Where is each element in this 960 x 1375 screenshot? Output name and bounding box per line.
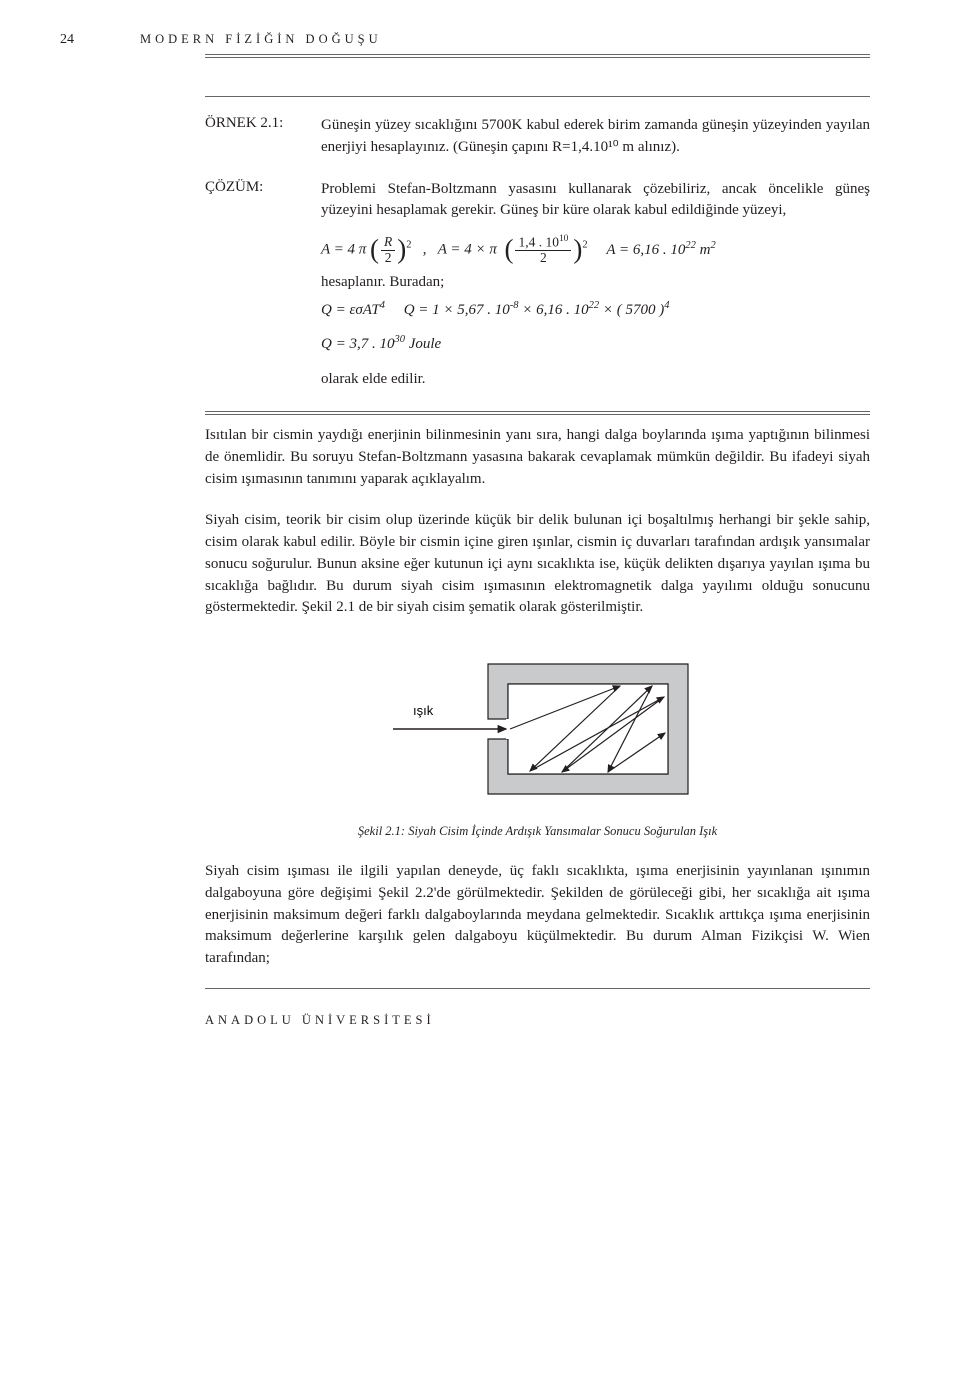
ar1: A = 6,16 . 10 [606,242,685,258]
math-A2: A = 4 × π [438,242,497,258]
frac-num: R [381,235,395,251]
solution-row: ÇÖZÜM: Problemi Stefan-Boltzmann yasasın… [205,179,870,392]
isik-label: ışık [413,703,434,718]
page: 24 MODERN FİZİĞİN DOĞUŞU ÖRNEK 2.1: Güne… [0,0,960,1375]
math-line-3: Q = 3,7 . 1030 Joule [321,332,870,356]
qv1: Q = 1 × 5,67 . 10 [404,302,510,318]
header-rule [205,54,870,58]
qe1: Q = εσAT [321,302,380,318]
Qfinal: Q = 3,7 . 1030 Joule [321,336,441,352]
frac-R2: R2 [381,235,395,266]
figure-2-1: ışık [205,639,870,814]
example-label: ÖRNEK 2.1: [205,115,297,159]
footer: ANADOLU ÜNİVERSİTESİ [205,1013,870,1028]
qv2: -8 [510,300,519,311]
paragraph-3: Siyah cisim ışıması ile ilgili yapılan d… [205,861,870,970]
qf2: 30 [394,334,405,345]
math-line-1: A = 4 π (R2)2 , A = 4 × π (1,4 . 10102)2… [321,234,870,266]
math-A1: A = 4 π [321,242,366,258]
comma: , [423,242,427,258]
Qval: Q = 1 × 5,67 . 10-8 × 6,16 . 1022 × ( 57… [404,302,670,318]
running-head: MODERN FİZİĞİN DOĞUŞU [140,32,382,47]
content: ÖRNEK 2.1: Güneşin yüzey sıcaklığını 570… [205,96,870,970]
ar2: 22 [685,240,696,251]
frac-14: 1,4 . 10102 [515,234,571,266]
qv5: × ( 5700 ) [599,302,664,318]
after-calc: hesaplanır. Buradan; [321,272,870,294]
solution-intro: Problemi Stefan-Boltzmann yasasını kulla… [321,179,870,223]
math-line-2: Q = εσAT4 Q = 1 × 5,67 . 10-8 × 6,16 . 1… [321,298,870,322]
rparen-icon: ) [397,239,406,261]
example-text: Güneşin yüzey sıcaklığını 5700K kabul ed… [321,115,870,159]
rule-bottom [205,411,870,415]
qv4: 22 [589,300,600,311]
footer-rule [205,988,870,989]
math-A-result: A = 6,16 . 1022 m2 [606,242,715,258]
ar3: m [696,242,711,258]
ar4: 2 [710,240,715,251]
rule-top [205,96,870,97]
rparen2-icon: ) [573,239,582,261]
qf1: Q = 3,7 . 10 [321,336,394,352]
qv3: × 6,16 . 10 [519,302,589,318]
header-row: 24 MODERN FİZİĞİN DOĞUŞU [60,32,870,48]
final-line: olarak elde edilir. [321,369,870,391]
Qeq: Q = εσAT4 [321,302,385,318]
frac2-num: 1,4 . 1010 [515,234,571,251]
frac2-den: 2 [515,251,571,266]
blackbody-diagram-icon: ışık [358,639,718,809]
solution-body: Problemi Stefan-Boltzmann yasasını kulla… [321,179,870,392]
frac2-num-t: 1,4 . 10 [518,235,559,250]
paragraph-1: Isıtılan bir cismin yaydığı enerjinin bi… [205,425,870,490]
lparen-icon: ( [370,239,379,261]
page-number: 24 [60,32,90,48]
lparen2-icon: ( [504,239,513,261]
exp-2b: 2 [582,240,587,251]
solution-label: ÇÖZÜM: [205,179,297,392]
qe2: 4 [380,300,385,311]
figure-caption: Şekil 2.1: Siyah Cisim İçinde Ardışık Ya… [205,824,870,839]
qf3: Joule [405,336,441,352]
example-row: ÖRNEK 2.1: Güneşin yüzey sıcaklığını 570… [205,115,870,159]
frac-den: 2 [381,251,395,266]
paragraph-2: Siyah cisim, teorik bir cisim olup üzeri… [205,510,870,619]
example-block: ÖRNEK 2.1: Güneşin yüzey sıcaklığını 570… [205,96,870,415]
exp-2a: 2 [406,240,411,251]
frac2-num-exp: 10 [559,234,568,244]
qv6: 4 [664,300,669,311]
